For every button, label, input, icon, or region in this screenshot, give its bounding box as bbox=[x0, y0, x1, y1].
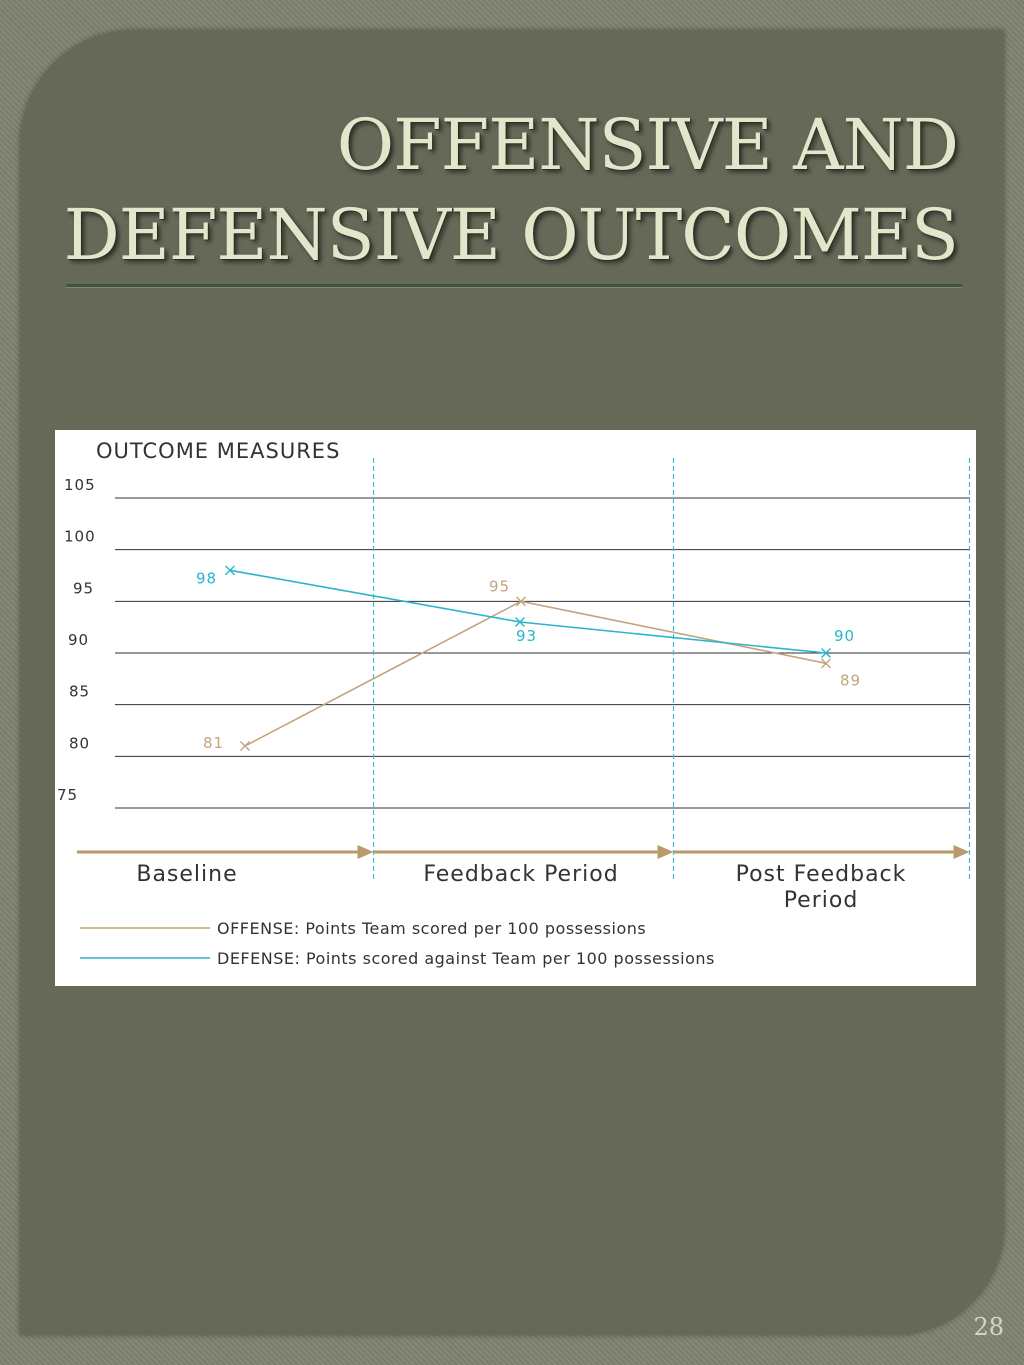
legend-label-2: DEFENSE: Points scored against Team per … bbox=[217, 949, 715, 968]
slide-title-line-2: DEFENSIVE OUTCOMES bbox=[63, 194, 959, 276]
data-label-2-2: 93 bbox=[516, 627, 537, 645]
data-label-2-1: 98 bbox=[196, 569, 217, 587]
data-point-marker-1-1 bbox=[240, 741, 250, 751]
chart-title: OUTCOME MEASURES bbox=[96, 439, 340, 463]
outcome-chart: OUTCOME MEASURES 105 100 95 90 85 80 75 Baseline… bbox=[55, 430, 976, 986]
period-arrow-head-1 bbox=[357, 845, 374, 859]
data-point-marker-1-3 bbox=[821, 658, 831, 669]
y-tick-label-85: 85 bbox=[69, 683, 90, 701]
category-label-3: Post Feedback Period bbox=[736, 862, 907, 913]
data-label-2-3: 90 bbox=[834, 627, 855, 645]
y-tick-label-90: 90 bbox=[68, 631, 89, 649]
slide-title: OFFENSIVE AND DEFENSIVE OUTCOMES bbox=[58, 100, 959, 280]
legend-label-1: OFFENSE: Points Team scored per 100 poss… bbox=[217, 919, 646, 938]
data-label-1-2: 95 bbox=[489, 577, 510, 595]
y-tick-label-105: 105 bbox=[64, 476, 96, 494]
data-point-marker-2-1 bbox=[225, 565, 235, 576]
data-label-1-3: 89 bbox=[840, 671, 861, 689]
y-tick-label-80: 80 bbox=[69, 734, 90, 752]
data-label-1-1: 81 bbox=[203, 734, 224, 752]
slide-title-line-1: OFFENSIVE AND bbox=[336, 104, 959, 186]
data-point-marker-2-3 bbox=[821, 648, 831, 658]
page-number: 28 bbox=[973, 1313, 1004, 1341]
period-arrow-head-3 bbox=[953, 845, 970, 859]
data-point-marker-2-2 bbox=[515, 617, 525, 627]
category-label-2: Feedback Period bbox=[423, 862, 618, 887]
period-arrow-head-2 bbox=[657, 845, 674, 859]
y-tick-label-100: 100 bbox=[64, 528, 96, 546]
data-point-marker-1-2 bbox=[516, 596, 526, 607]
y-tick-label-75: 75 bbox=[57, 786, 78, 804]
category-label-1: Baseline bbox=[136, 862, 237, 887]
title-divider bbox=[66, 284, 962, 288]
y-tick-label-95: 95 bbox=[73, 579, 94, 597]
